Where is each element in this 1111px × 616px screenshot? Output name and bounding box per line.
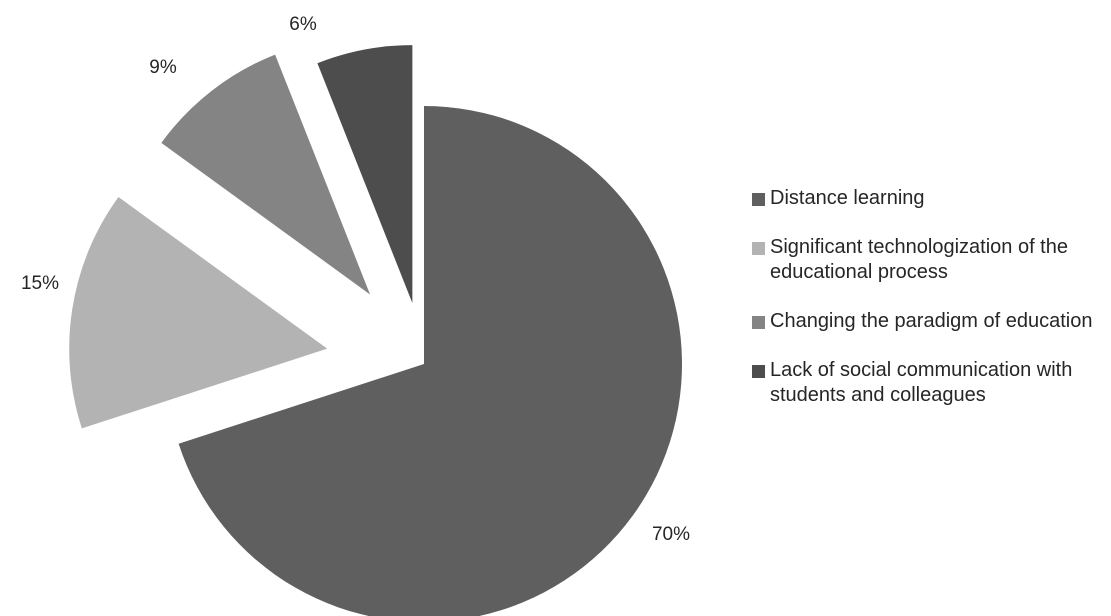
pie-slice-2 — [69, 197, 328, 429]
legend-item-4: Lack of social communication with studen… — [752, 358, 1102, 408]
legend-label-3: Changing the paradigm of education — [770, 310, 1093, 332]
legend: Distance learning Significant technologiz… — [752, 186, 1102, 432]
legend-item-2: Significant technologization of the educ… — [752, 235, 1102, 285]
legend-swatch-3 — [752, 316, 765, 329]
slice-data-label-1: 70% — [652, 524, 690, 545]
pie-slice-3 — [161, 54, 371, 295]
legend-item-3: Changing the paradigm of education — [752, 309, 1102, 334]
legend-label-4: Lack of social communication with studen… — [770, 359, 1073, 406]
slice-data-label-4: 6% — [289, 14, 317, 35]
pie-slice-1 — [178, 106, 682, 616]
legend-label-2: Significant technologization of the educ… — [770, 236, 1068, 283]
legend-swatch-1 — [752, 193, 765, 206]
legend-swatch-4 — [752, 365, 765, 378]
slice-data-label-3: 9% — [149, 57, 177, 78]
legend-label-1: Distance learning — [770, 187, 925, 209]
pie-slice-4 — [317, 45, 413, 304]
legend-item-1: Distance learning — [752, 186, 1102, 211]
legend-swatch-2 — [752, 242, 765, 255]
slice-data-label-2: 15% — [21, 273, 59, 294]
